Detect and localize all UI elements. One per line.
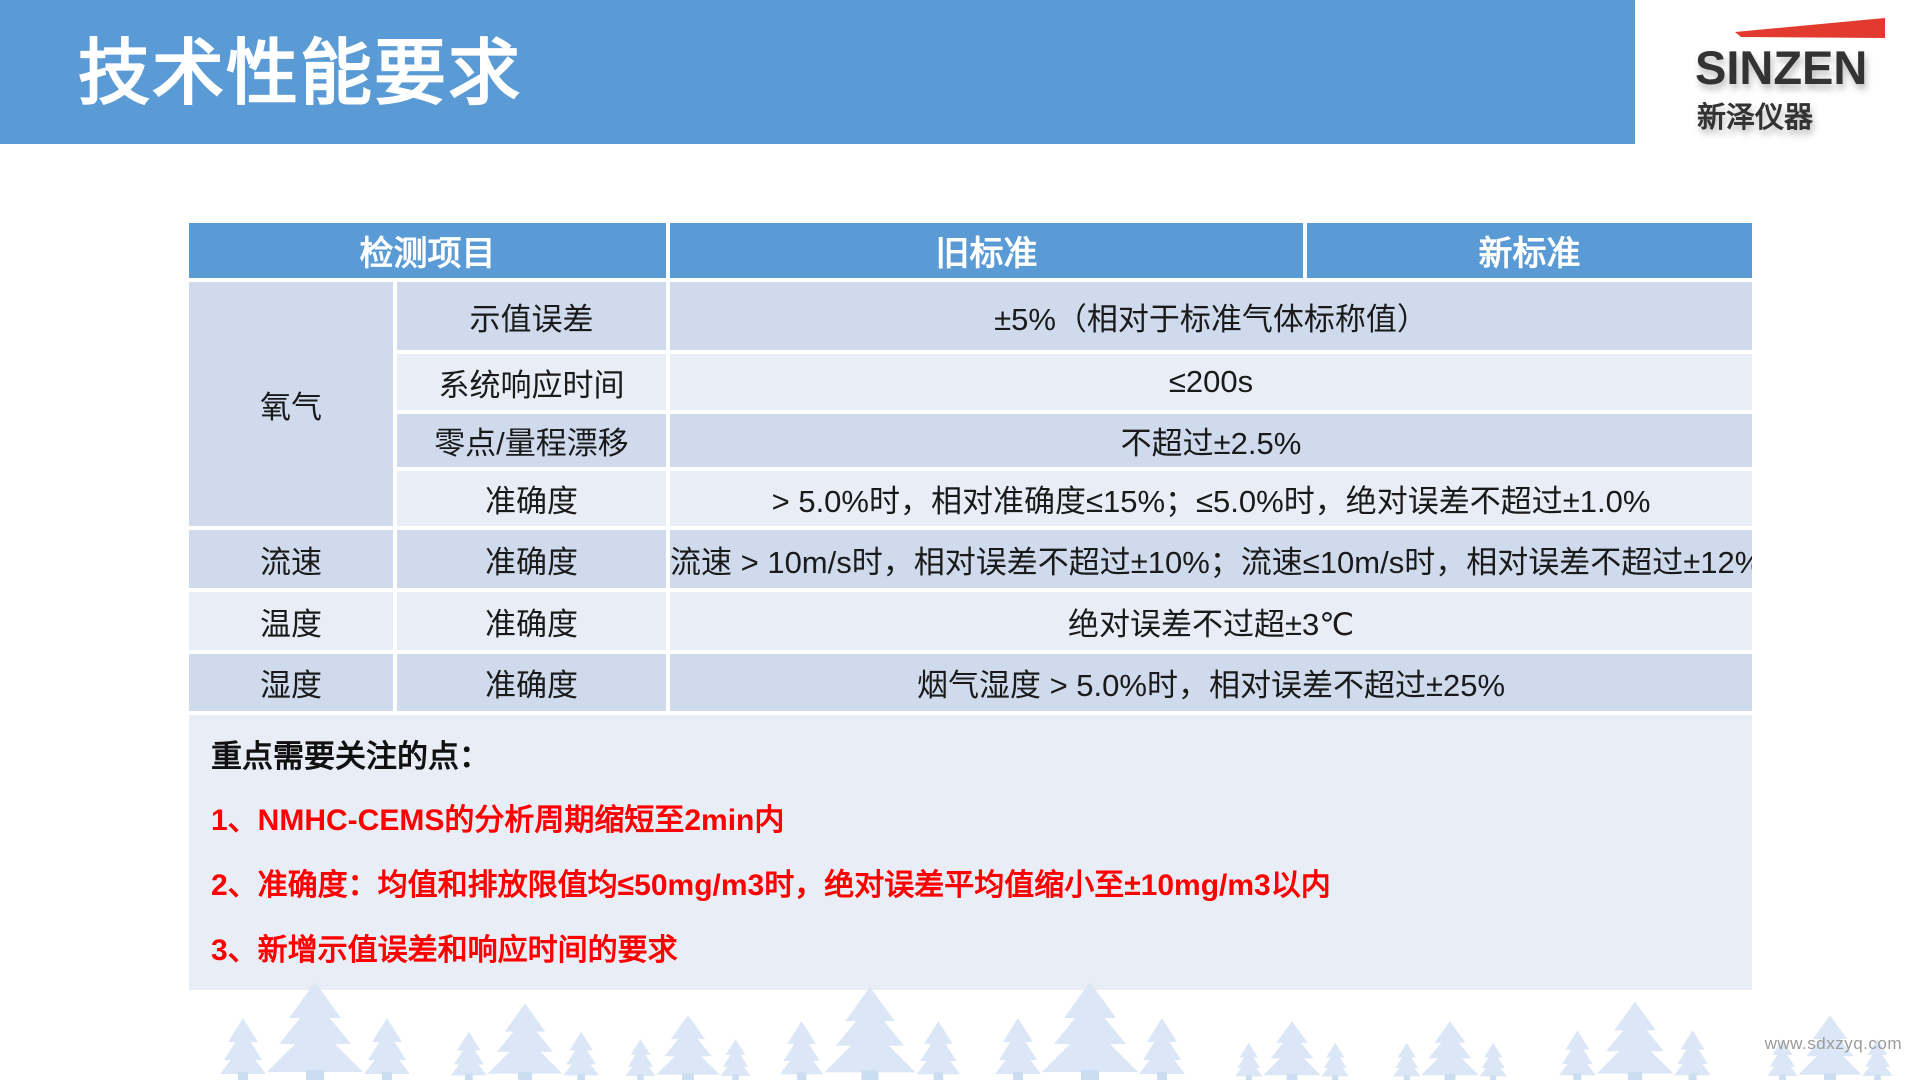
table-row: 流速 准确度 流速 > 10m/s时，相对误差不超过±10%；流速≤10m/s时… (189, 530, 1752, 588)
table-row: 准确度 > 5.0%时，相对准确度≤15%；≤5.0%时，绝对误差不超过±1.0… (189, 471, 1752, 526)
cell-param: 系统响应时间 (397, 354, 666, 410)
cell-param: 零点/量程漂移 (397, 414, 666, 467)
header-cell-item: 检测项目 (189, 223, 666, 278)
table-row: 温度 准确度 绝对误差不过超±3℃ (189, 592, 1752, 650)
company-logo: SINZEN 新泽仪器 (1695, 10, 1905, 134)
notes-heading: 重点需要关注的点： (211, 739, 490, 774)
table-row: 系统响应时间 ≤200s (189, 354, 1752, 410)
cell-param: 准确度 (397, 471, 666, 526)
cell-param: 准确度 (397, 592, 666, 650)
table-row: 零点/量程漂移 不超过±2.5% (189, 414, 1752, 467)
table-notes-row: 重点需要关注的点： 1、NMHC-CEMS的分析周期缩短至2min内 2、准确度… (189, 715, 1752, 990)
title-bar: 技术性能要求 (0, 0, 1635, 144)
cell-param: 准确度 (397, 654, 666, 711)
cell-param: 准确度 (397, 530, 666, 588)
table-row: 湿度 准确度 烟气湿度 > 5.0%时，相对误差不超过±25% (189, 654, 1752, 711)
cell-value: 流速 > 10m/s时，相对误差不超过±10%；流速≤10m/s时，相对误差不超… (670, 530, 1752, 588)
logo-brand-text: SINZEN (1695, 41, 1868, 94)
logo-cn-text: 新泽仪器 (1697, 102, 1814, 134)
header-cell-new: 新标准 (1307, 223, 1752, 278)
logo-brand-cn-text: 新泽仪器 (1697, 94, 1902, 136)
spec-table: 检测项目 旧标准 新标准 氧气 示值误差 ±5%（相对于标准气体标称值） 系统响… (185, 219, 1756, 994)
note-item-2: 2、准确度：均值和排放限值均≤50mg/m3时，绝对误差平均值缩小至±10mg/… (211, 869, 1331, 902)
cell-value: ≤200s (670, 354, 1752, 410)
logo-swoosh-icon (1735, 18, 1885, 38)
watermark-url: www.sdxzyq.com (1764, 1034, 1902, 1053)
cell-param: 示值误差 (397, 282, 666, 350)
cell-value: ±5%（相对于标准气体标称值） (670, 282, 1752, 350)
header-cell-old: 旧标准 (670, 223, 1303, 278)
tree-decoration (220, 982, 1893, 1080)
cell-value: 不超过±2.5% (670, 414, 1752, 467)
table-header-row: 检测项目 旧标准 新标准 (189, 223, 1752, 278)
cell-group-oxygen: 氧气 (189, 282, 393, 526)
cell-value: 绝对误差不过超±3℃ (670, 592, 1752, 650)
table-row: 氧气 示值误差 ±5%（相对于标准气体标称值） (189, 282, 1752, 526)
cell-group-temp: 温度 (189, 592, 393, 650)
cell-group-humidity: 湿度 (189, 654, 393, 711)
note-item-1: 1、NMHC-CEMS的分析周期缩短至2min内 (211, 804, 785, 837)
note-item-3: 3、新增示值误差和响应时间的要求 (211, 934, 678, 967)
notes-cell: 重点需要关注的点： 1、NMHC-CEMS的分析周期缩短至2min内 2、准确度… (189, 715, 1752, 990)
cell-group-flow: 流速 (189, 530, 393, 588)
cell-value: > 5.0%时，相对准确度≤15%；≤5.0%时，绝对误差不超过±1.0% (670, 471, 1752, 526)
page-title: 技术性能要求 (78, 34, 523, 114)
cell-value: 烟气湿度 > 5.0%时，相对误差不超过±25% (670, 654, 1752, 711)
